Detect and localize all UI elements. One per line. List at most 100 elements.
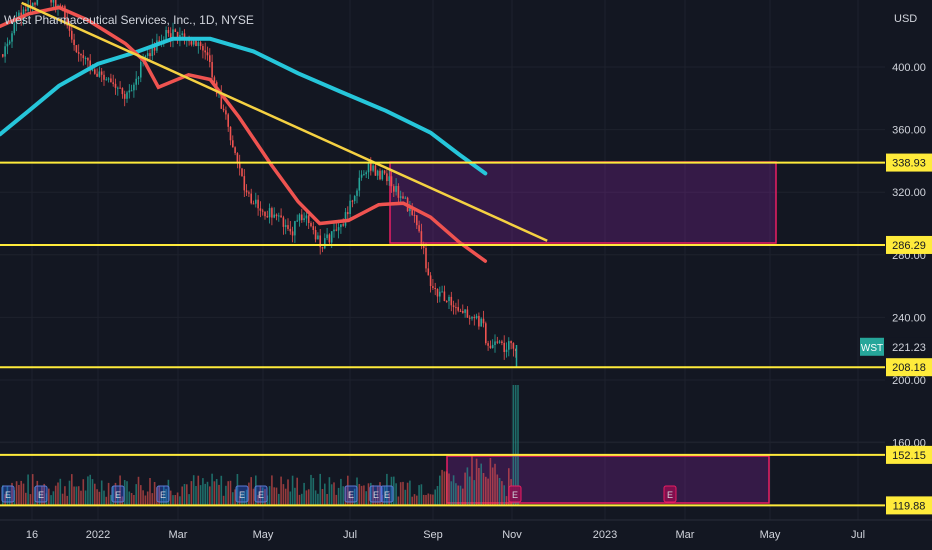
volume-bar bbox=[450, 481, 453, 505]
earnings-marker[interactable] bbox=[111, 485, 125, 503]
candle-body bbox=[418, 225, 420, 232]
candle-body bbox=[514, 348, 517, 351]
candle-body bbox=[146, 53, 149, 56]
volume-bar bbox=[243, 491, 246, 505]
volume-bar bbox=[422, 494, 425, 505]
zones-layer bbox=[389, 161, 777, 504]
volume-bar bbox=[397, 496, 400, 505]
volume-bar bbox=[374, 497, 377, 505]
volume-bar bbox=[123, 480, 126, 505]
candle-body bbox=[206, 52, 209, 56]
earnings-marker[interactable] bbox=[369, 485, 383, 503]
candle-body bbox=[59, 5, 62, 7]
earnings-marker[interactable] bbox=[380, 485, 394, 503]
candle-body bbox=[494, 341, 496, 345]
price-axis[interactable]: 400.00360.00320.00280.00240.00200.00160.… bbox=[860, 0, 932, 550]
earnings-marker[interactable] bbox=[34, 485, 48, 503]
volume-bar bbox=[64, 486, 66, 505]
volume-bar bbox=[280, 476, 282, 505]
earnings-marker[interactable] bbox=[508, 485, 522, 503]
candle-body bbox=[462, 311, 464, 313]
earnings-marker[interactable] bbox=[156, 485, 170, 503]
volume-bar bbox=[105, 496, 108, 505]
volume-bar bbox=[252, 488, 255, 505]
volume-bar bbox=[439, 475, 441, 505]
volume-bar bbox=[517, 385, 519, 505]
volume-bar bbox=[259, 485, 262, 505]
earnings-marker[interactable] bbox=[1, 485, 15, 503]
volume-bar bbox=[294, 487, 296, 505]
candle-body bbox=[8, 41, 11, 44]
volume-bar bbox=[432, 494, 434, 505]
candle-body bbox=[305, 215, 308, 219]
volume-bar bbox=[195, 486, 197, 505]
volume-bar bbox=[487, 478, 489, 505]
volume-bar bbox=[2, 485, 4, 505]
volume-bar bbox=[491, 467, 494, 505]
candle-body bbox=[238, 162, 241, 169]
level-label: 152.15 bbox=[892, 450, 926, 462]
candle-body bbox=[27, 4, 29, 11]
volume-bar bbox=[215, 479, 218, 505]
price-tick-label: 400.00 bbox=[892, 62, 926, 74]
candle-body bbox=[443, 291, 446, 301]
candle-body bbox=[172, 29, 174, 40]
volume-bar bbox=[464, 472, 466, 505]
candle-body bbox=[89, 60, 91, 71]
volume-bar bbox=[75, 486, 78, 505]
currency-label: USD bbox=[894, 13, 917, 25]
earnings-marker[interactable] bbox=[235, 485, 249, 503]
candle-body bbox=[80, 53, 82, 56]
candle-body bbox=[436, 288, 439, 297]
volume-bar bbox=[501, 481, 503, 505]
volume-bar bbox=[165, 488, 167, 505]
ma-fast-line bbox=[0, 5, 488, 263]
candle-body bbox=[52, 0, 55, 3]
chart-title: West Pharmaceutical Services, Inc., 1D, … bbox=[4, 13, 254, 27]
volume-bar bbox=[466, 467, 469, 505]
volume-bar bbox=[436, 486, 439, 505]
volume-bar bbox=[25, 492, 27, 505]
volume-bar bbox=[298, 494, 301, 505]
volume-bar bbox=[301, 493, 303, 505]
candle-body bbox=[236, 153, 239, 163]
volume-bar bbox=[485, 476, 487, 505]
moving-averages-layer bbox=[0, 1, 548, 263]
candle-body bbox=[485, 323, 487, 344]
volume-bar bbox=[59, 478, 62, 505]
candle-body bbox=[363, 174, 365, 176]
volume-bar bbox=[174, 495, 177, 505]
candle-body bbox=[275, 214, 278, 217]
earnings-marker[interactable] bbox=[254, 485, 268, 503]
time-tick-label: May bbox=[253, 529, 274, 541]
candle-body bbox=[360, 174, 363, 178]
candle-body bbox=[169, 33, 172, 40]
time-axis[interactable]: 16 2022 Mar May Jul Sep Nov 2023 Mar May Jul bbox=[0, 519, 932, 550]
volume-bar bbox=[337, 487, 340, 505]
candle-body bbox=[261, 210, 264, 212]
volume-bar bbox=[110, 494, 112, 505]
price-tick-label: 360.00 bbox=[892, 125, 926, 137]
volume-bar bbox=[149, 478, 151, 505]
candle-body bbox=[510, 341, 512, 344]
candle-body bbox=[450, 296, 453, 306]
earnings-marker[interactable] bbox=[663, 485, 677, 503]
candle-body bbox=[250, 193, 252, 204]
candle-body bbox=[411, 207, 413, 215]
volume-bar bbox=[245, 489, 248, 505]
candle-body bbox=[211, 62, 213, 78]
candle-body bbox=[397, 186, 400, 198]
candle-body bbox=[342, 224, 344, 226]
volume-bar bbox=[399, 482, 402, 505]
candle-body bbox=[75, 45, 78, 53]
volume-bar bbox=[264, 489, 266, 505]
volume-bar bbox=[395, 483, 397, 505]
volume-bar bbox=[328, 477, 331, 505]
earnings-marker[interactable] bbox=[344, 485, 358, 503]
candle-body bbox=[213, 77, 216, 83]
symbol-tag[interactable] bbox=[860, 337, 884, 356]
volume-bar bbox=[445, 471, 448, 505]
volume-bar bbox=[287, 479, 289, 505]
candle-body bbox=[374, 165, 377, 176]
